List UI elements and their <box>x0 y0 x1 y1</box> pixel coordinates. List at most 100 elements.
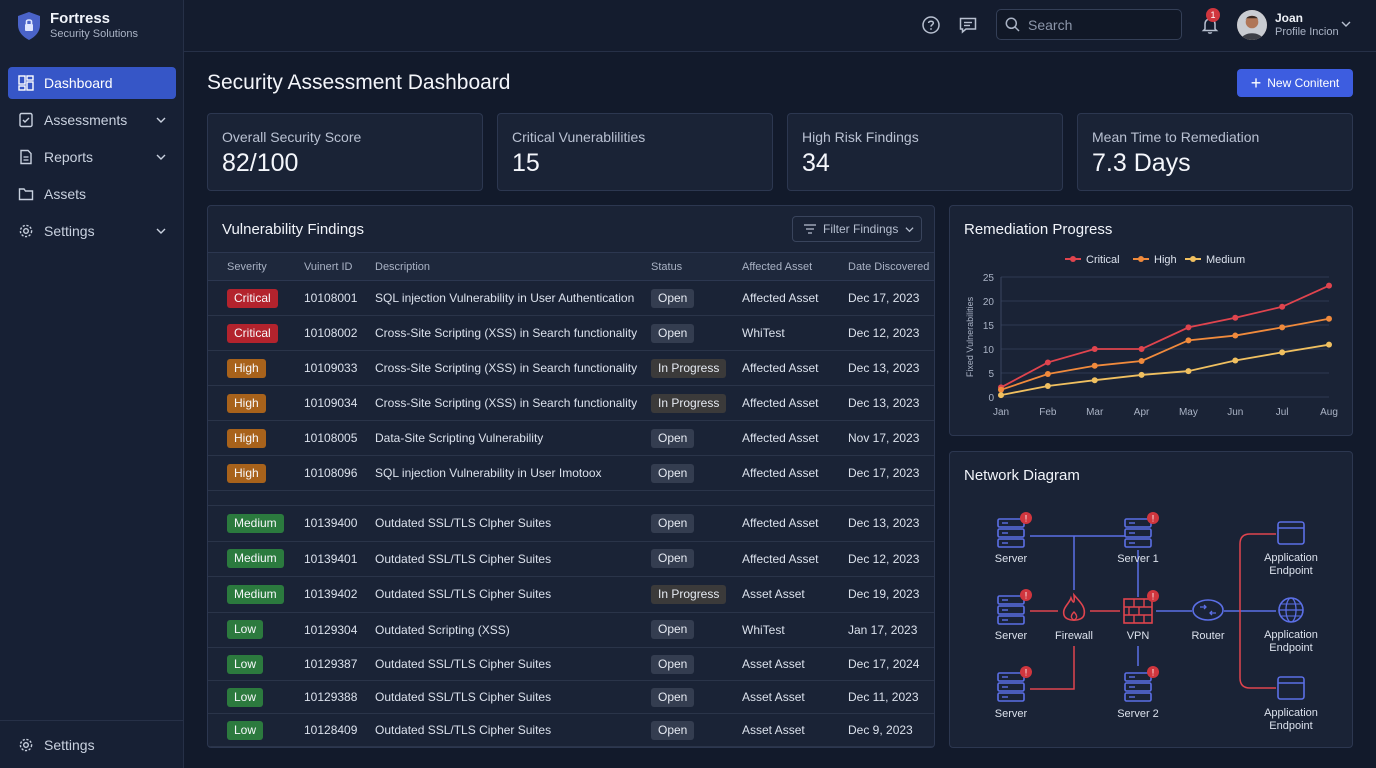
filter-findings-button[interactable]: Filter Findings <box>792 216 922 242</box>
application-window-icon[interactable] <box>1277 521 1305 545</box>
sidebar-item-reports[interactable]: Reports <box>8 141 176 173</box>
asset-cell: Asset Asset <box>742 576 848 613</box>
table-row[interactable]: Critical 10108002 Cross-Site Scripting (XS… <box>208 315 934 351</box>
sidebar-item-assessments[interactable]: Assessments <box>8 104 176 136</box>
severity-badge: High <box>227 463 266 483</box>
description-cell[interactable]: Outdated SSL/TLS Cipher Suites <box>375 680 651 714</box>
description-cell[interactable]: Outdated SSL/TLS Clpher Suites <box>375 505 651 542</box>
stat-label: Overall Security Score <box>222 129 362 145</box>
chevron-down-icon[interactable] <box>156 115 166 125</box>
server-icon[interactable] <box>997 672 1025 702</box>
description-cell[interactable]: Outdated SSL/TLS Cipher Suites <box>375 647 651 681</box>
plus-icon: + <box>1250 73 1262 93</box>
table-row[interactable]: Low 10129387 Outdated SSL/TLS Cipher Suite… <box>208 647 934 681</box>
table-row[interactable]: High 10108096 SQL injection Vulnerability … <box>208 455 934 491</box>
firewall-icon[interactable] <box>1062 592 1086 622</box>
data-point <box>1279 303 1286 310</box>
status-badge: Open <box>651 288 695 308</box>
node-label-endpoint: Application Endpoint <box>1264 552 1318 577</box>
chevron-down-icon[interactable] <box>1341 19 1351 29</box>
server-icon[interactable] <box>997 518 1025 548</box>
severity-badge: High <box>227 358 266 378</box>
column-header-date[interactable]: Date Discovered <box>848 252 934 281</box>
asset-cell: WhiTest <box>742 612 848 648</box>
messages-icon[interactable] <box>958 15 978 35</box>
description-cell[interactable]: Outdated Scripting (XSS) <box>375 612 651 648</box>
table-row[interactable]: Critical 10108001 SQL injection Vulnerabil… <box>208 280 934 316</box>
sidebar-item-dashboard[interactable]: Dashboard <box>8 67 176 99</box>
sidebar-settings-link[interactable]: Settings <box>0 720 183 768</box>
help-icon[interactable] <box>921 15 941 35</box>
server-1-icon[interactable] <box>1124 518 1152 548</box>
data-point <box>1091 362 1098 369</box>
description-cell[interactable]: Outdated SSL/TLS Cipher Suites <box>375 713 651 747</box>
sidebar: Fortress Security Solutions Dashboard As… <box>0 0 184 768</box>
table-row[interactable]: Low 10128409 Outdated SSL/TLS Cipher Suite… <box>208 713 934 747</box>
vuln-id-cell: 10108005 <box>304 420 375 456</box>
table-row[interactable]: Medium 10139402 Outdated SSL/TLS Cipher Su… <box>208 576 934 613</box>
status-cell: In Progress <box>651 385 742 421</box>
description-cell[interactable]: Data-Site Scripting Vulnerability <box>375 420 651 456</box>
node-label-firewall: Firewall <box>1055 630 1093 642</box>
data-point <box>1279 324 1286 331</box>
table-row[interactable]: High 10108005 Data-Site Scripting Vulnerab… <box>208 420 934 456</box>
description-cell[interactable]: SQL injection Vulnerability in User Auth… <box>375 280 651 316</box>
router-icon[interactable] <box>1192 599 1224 621</box>
sidebar-item-assets[interactable]: Assets <box>8 178 176 210</box>
column-header-id[interactable]: Vuinert ID <box>304 252 375 281</box>
x-tick-label: Mar <box>1086 407 1104 418</box>
user-name[interactable]: Joan <box>1275 11 1304 25</box>
status-cell: Open <box>651 680 742 714</box>
column-header-description[interactable]: Description <box>375 252 651 281</box>
new-content-button[interactable]: + New Conitent <box>1237 69 1353 97</box>
link-router-endpoint-top <box>1239 533 1276 611</box>
description-cell[interactable]: Cross-Site Scripting (XSS) in Search fun… <box>375 315 651 351</box>
server-icon[interactable] <box>997 595 1025 625</box>
remediation-line-chart: 0 5 10 15 20 25 Jan Feb Mar Apr May Jun Jul Aug Fixed … <box>965 254 1338 418</box>
vpn-icon[interactable] <box>1123 598 1153 624</box>
column-header-status[interactable]: Status <box>651 252 742 281</box>
severity-badge: Medium <box>227 513 284 533</box>
application-window-icon[interactable] <box>1277 676 1305 700</box>
sidebar-item-settings[interactable]: Settings <box>8 215 176 247</box>
asset-cell: WhiTest <box>742 315 848 351</box>
link-router-endpoint-bottom <box>1239 611 1276 689</box>
table-row[interactable]: High 10109033 Cross-Site Scripting (XSS) i… <box>208 350 934 386</box>
severity-badge: Low <box>227 620 264 640</box>
table-row[interactable]: Low 10129388 Outdated SSL/TLS Cipher Suite… <box>208 680 934 714</box>
data-point <box>1138 371 1145 378</box>
description-cell[interactable]: Cross-Site Scripting (XSS) in Search fun… <box>375 350 651 386</box>
brand[interactable]: Fortress Security Solutions <box>16 10 138 41</box>
data-point <box>1279 349 1286 356</box>
series-line <box>1000 284 1330 389</box>
description-cell[interactable]: Cross-Site Scripting (XSS) in Search fun… <box>375 385 651 421</box>
chevron-down-icon[interactable] <box>156 226 166 236</box>
table-row[interactable]: High 10109034 Cross-Site Scripting (XSS) i… <box>208 385 934 421</box>
description-cell[interactable]: Outdated SSL/TLS Cipher Suites <box>375 541 651 577</box>
description-cell[interactable]: Outdated SSL/TLS Cipher Suites <box>375 576 651 613</box>
alert-badge: ! <box>1147 666 1159 678</box>
severity-cell: Medium <box>208 505 304 542</box>
server-2-icon[interactable] <box>1124 672 1152 702</box>
globe-icon[interactable] <box>1278 597 1304 623</box>
search-icon <box>1005 17 1020 32</box>
column-header-severity[interactable]: Severity <box>208 252 304 281</box>
severity-cell: Critical <box>208 280 304 316</box>
sidebar-item-label: Dashboard <box>44 75 113 91</box>
status-badge: Open <box>651 720 695 740</box>
svg-text:!: ! <box>1152 514 1155 524</box>
description-cell[interactable]: SQL injection Vulnerability in User Imot… <box>375 455 651 491</box>
table-row[interactable]: Medium 10139401 Outdated SSL/TLS Cipher Su… <box>208 541 934 577</box>
status-badge: Open <box>651 428 695 448</box>
column-header-asset[interactable]: Affected Asset <box>742 252 848 281</box>
table-row[interactable]: Medium 10139400 Outdated SSL/TLS Clpher Su… <box>208 505 934 542</box>
search-box[interactable] <box>996 9 1182 40</box>
severity-badge: High <box>227 393 266 413</box>
node-label-router: Router <box>1191 630 1224 642</box>
sidebar-item-label: Assets <box>44 186 87 202</box>
chevron-down-icon[interactable] <box>156 152 166 162</box>
avatar[interactable] <box>1237 10 1267 40</box>
table-row[interactable]: Low 10129304 Outdated Scripting (XSS) Open W… <box>208 612 934 648</box>
vuln-id-cell: 10139400 <box>304 505 375 542</box>
search-input[interactable] <box>1028 16 1168 33</box>
